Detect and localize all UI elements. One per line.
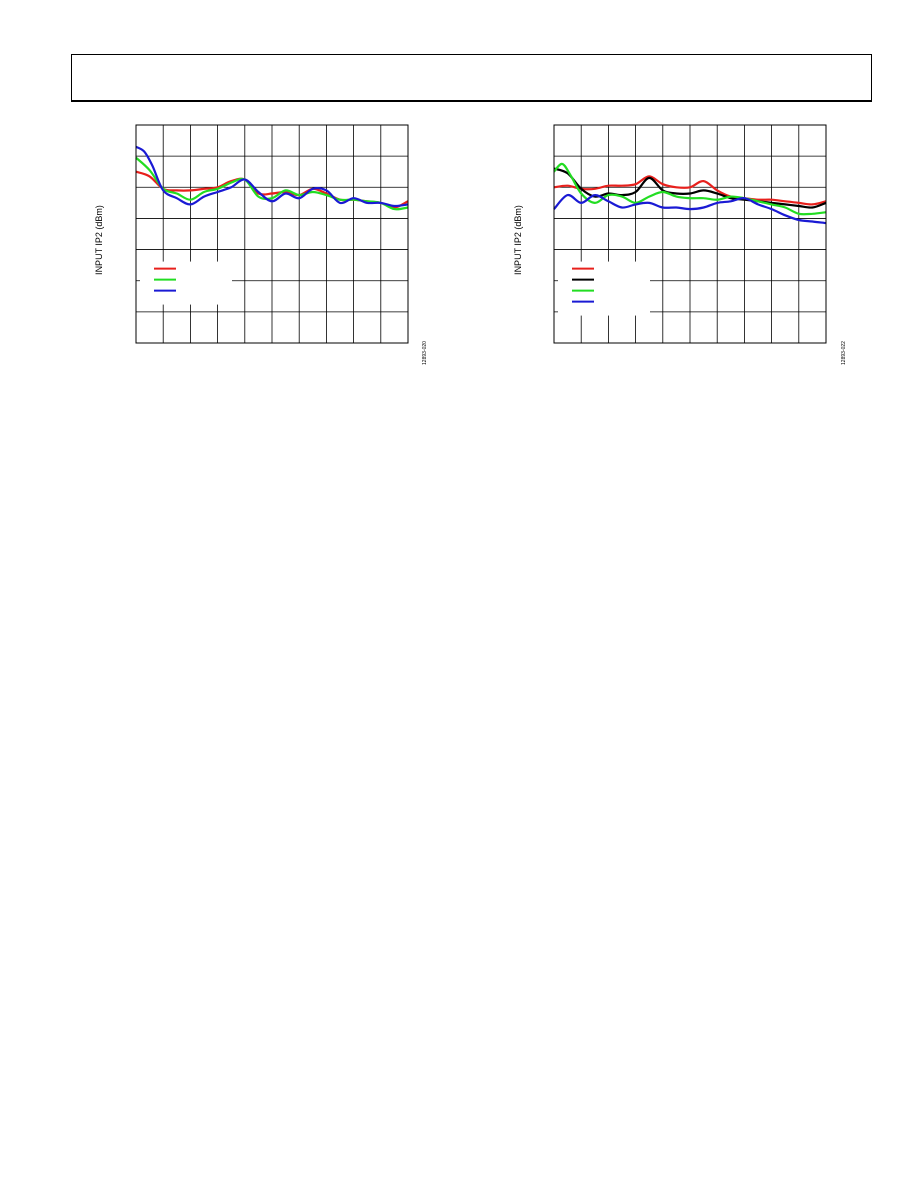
series-line-4 [553, 193, 827, 225]
chart-1-grid [136, 125, 408, 343]
chart-1-figure-code: 12893-020 [422, 341, 428, 365]
series-line-1 [553, 175, 827, 206]
header-box [71, 54, 872, 102]
series-line-3 [135, 145, 409, 208]
chart-2-plot-border [553, 124, 827, 344]
chart-2-y-axis-label: INPUT IP2 (dBm) [513, 205, 523, 275]
chart-2-figure-code: 12893-022 [841, 341, 847, 365]
chart-1-plot-border [135, 124, 409, 344]
chart-2-legend-box [558, 261, 650, 316]
chart-1-y-axis-label: INPUT IP2 (dBm) [94, 205, 104, 275]
chart-2 [553, 124, 827, 344]
chart-1 [135, 124, 409, 344]
chart-1-legend-box [140, 261, 232, 305]
